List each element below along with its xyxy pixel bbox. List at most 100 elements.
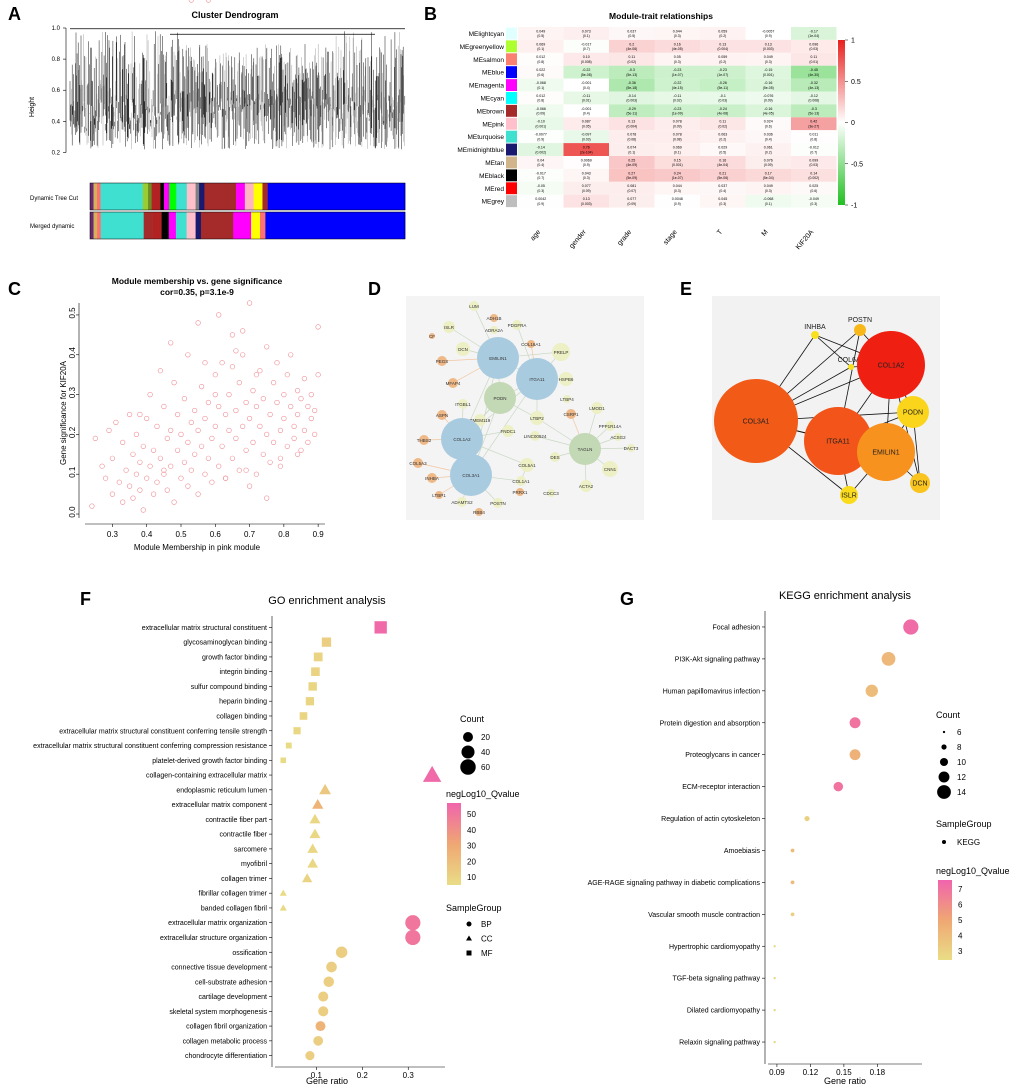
scatter-point <box>161 467 167 473</box>
scatter-xtick-label: 0.3 <box>107 530 119 539</box>
network-d-node <box>437 356 447 366</box>
heatmap-cell-pvalue: (0.9) <box>674 202 681 206</box>
go-legend-group-shape <box>466 921 472 927</box>
network-e-node-label: COL3A1 <box>743 419 770 426</box>
kegg-dot <box>833 781 844 792</box>
go-xlabel: Gene ratio <box>306 1076 348 1086</box>
dendrogram-ytick-label: 0.2 <box>52 150 61 156</box>
network-d-node-label: PODN <box>493 396 506 401</box>
go-term-label: banded collagen fibril <box>201 905 268 912</box>
scatter-point <box>250 439 256 446</box>
scatter-point <box>130 495 136 501</box>
go-term-label: growth factor binding <box>202 654 267 661</box>
scatter-ytick-label: 0.5 <box>68 307 77 319</box>
heatmap-cell-value: -0.15 <box>764 68 772 72</box>
scatter-ytick-label: 0.4 <box>68 347 77 359</box>
network-d-node-label: COL1A1 <box>512 479 530 484</box>
heatmap-cell-value: -0.097 <box>581 133 591 137</box>
scatter-point <box>277 463 284 469</box>
scatter-point <box>229 332 235 338</box>
heatmap-cell <box>563 156 609 169</box>
heatmap-cell <box>745 194 791 208</box>
heatmap-cell-pvalue: (0.09) <box>764 99 773 103</box>
kegg-legend-count-dot <box>938 771 950 783</box>
kegg-term-label: PI3K-Akt signaling pathway <box>675 656 761 663</box>
scatter-point <box>151 447 157 453</box>
heatmap-legend-label: 0.5 <box>851 79 861 86</box>
heatmap-cell-value: 0.14 <box>810 171 817 175</box>
go-dot-cc <box>319 783 332 795</box>
go-term-label: skeletal system morphogenesis <box>169 1009 267 1016</box>
heatmap-cell-value: -0.16 <box>764 107 772 111</box>
heatmap-cell-value: 0.029 <box>718 146 727 150</box>
heatmap-cell <box>563 194 609 208</box>
scatter-point <box>192 407 198 414</box>
go-term-label: myofibril <box>241 861 268 868</box>
module-color-block <box>233 212 252 239</box>
dendrogram-ylabel: Height <box>29 97 36 117</box>
go-term-label: collagen fibril organization <box>186 1024 267 1031</box>
go-term-label: collagen binding <box>216 713 267 720</box>
scatter-point <box>271 380 277 386</box>
heatmap-cell-pvalue: (0.9) <box>765 34 772 38</box>
scatter-point <box>185 439 191 446</box>
heatmap-cell <box>700 39 746 53</box>
module-swatch <box>506 40 517 53</box>
heatmap-cell <box>745 117 791 131</box>
heatmap-cell-pvalue: (0.2) <box>719 137 726 141</box>
scatter-point <box>216 312 222 318</box>
heatmap-cell-pvalue: (0.03) <box>582 137 591 141</box>
scatter-point <box>106 427 112 434</box>
heatmap-cell-pvalue: (0.008) <box>808 99 819 103</box>
scatter-point <box>168 463 174 469</box>
heatmap-cell <box>654 168 700 182</box>
heatmap-cell <box>654 52 700 66</box>
heatmap-cell-value: 0.04 <box>537 158 544 162</box>
scatter-point <box>185 483 191 489</box>
scatter-point <box>240 328 246 334</box>
heatmap-cell <box>654 27 700 40</box>
scatter-point <box>202 360 208 366</box>
heatmap-cell-pvalue: (2e-104) <box>580 150 593 154</box>
scatter-point <box>223 475 229 481</box>
heatmap-cell <box>609 65 655 79</box>
network-d-node <box>512 320 522 330</box>
heatmap-cell-pvalue: (0.001) <box>535 125 546 129</box>
heatmap-cell-pvalue: (4e-05) <box>763 112 774 116</box>
heatmap-cell <box>791 27 837 40</box>
heatmap-cell-pvalue: (0.09) <box>627 202 636 206</box>
scatter-point <box>161 403 167 410</box>
kegg-term-label: Proteoglycans in cancer <box>685 752 760 759</box>
go-dot-mf <box>313 652 323 662</box>
heatmap-cell-pvalue: (0.02) <box>718 125 727 129</box>
network-d-node-label: CF <box>429 334 435 339</box>
heatmap-cell-pvalue: (0.5) <box>628 34 635 38</box>
module-color-block <box>143 212 153 239</box>
heatmap-cell <box>518 168 564 182</box>
dendrogram-title: Cluster Dendrogram <box>191 10 278 20</box>
module-swatch <box>506 53 517 66</box>
go-term-label: extracellular matrix organization <box>168 920 267 927</box>
network-e-node <box>857 331 925 399</box>
scatter-point <box>202 471 208 477</box>
heatmap-cell <box>563 65 609 79</box>
kegg-term-label: Dilated cardiomyopathy <box>687 1008 761 1015</box>
heatmap-cell-pvalue: (0.3) <box>674 34 681 38</box>
go-dot-cc <box>279 904 287 911</box>
panel-d-network: LUM ADH1B ADRA2A PDGFRA ISLR CF COL16A1 DCN EMIL… <box>406 296 644 520</box>
network-d-node-label: PRELP <box>554 350 569 355</box>
heatmap-cell-value: -0.1 <box>720 94 726 98</box>
network-d-node <box>475 508 483 516</box>
scatter-point <box>291 423 297 430</box>
heatmap-cell-value: -0.3 <box>629 68 635 72</box>
scatter-point <box>195 427 201 434</box>
module-color-block <box>90 183 94 210</box>
scatter-ytick-label: 0.2 <box>68 426 77 438</box>
dendrogram-row2-label: Merged dynamic <box>30 224 74 230</box>
heatmap-cell <box>791 39 837 53</box>
go-legend-count-label: 40 <box>481 748 490 757</box>
heatmap-cell-value: 0.16 <box>674 42 681 46</box>
heatmap-cell-value: -0.23 <box>673 107 681 111</box>
go-term-label: contractile fiber part <box>206 817 268 824</box>
network-d-node-label: COL16A1 <box>521 342 541 347</box>
